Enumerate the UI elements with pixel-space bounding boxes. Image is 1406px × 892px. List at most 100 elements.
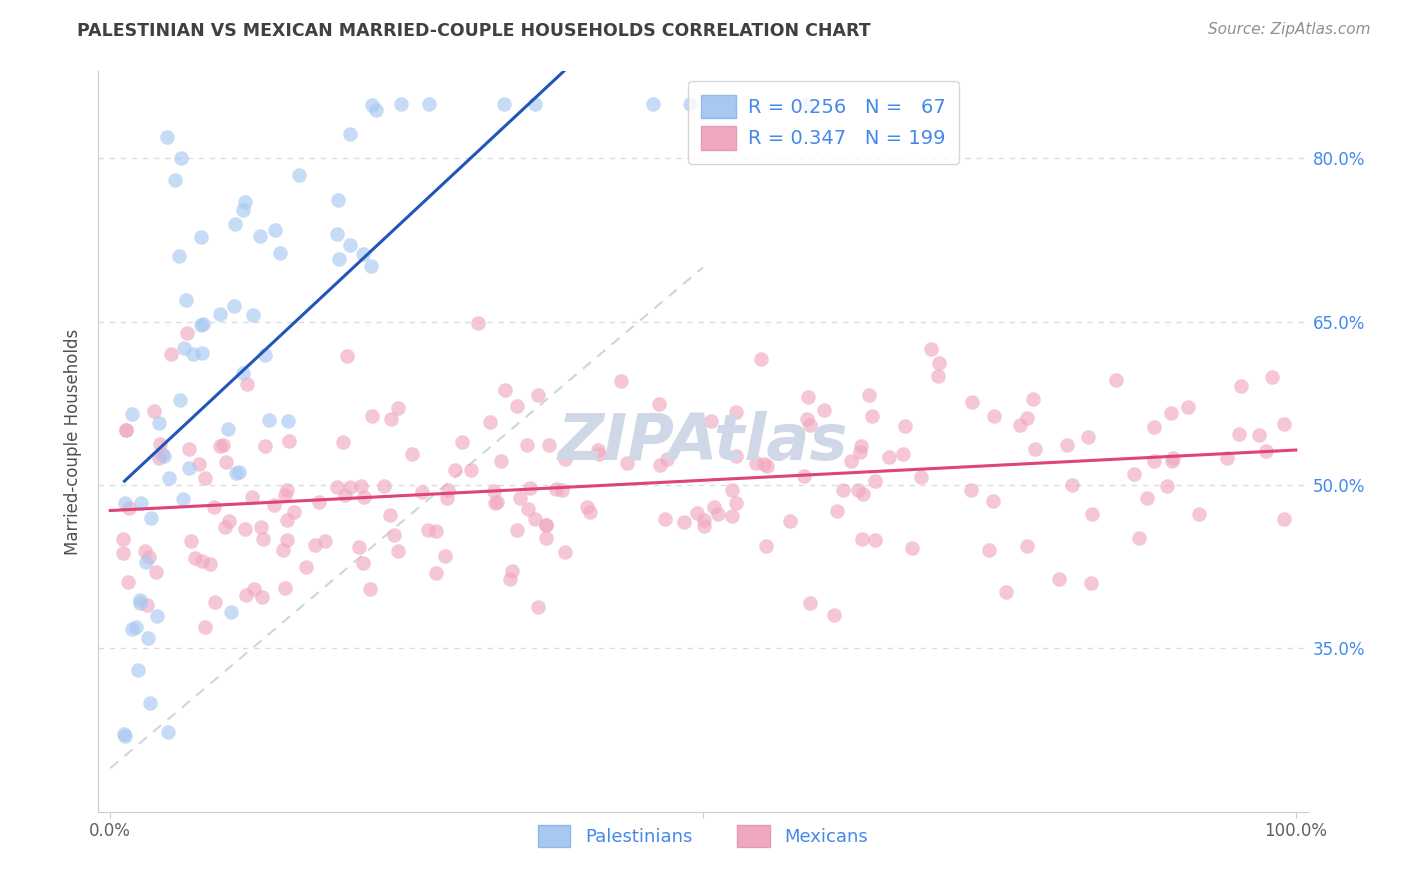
Point <box>1060 477 1083 491</box>
Point <box>283 504 305 518</box>
Point <box>233 194 256 209</box>
Point <box>173 341 195 355</box>
Point <box>145 566 167 580</box>
Point <box>796 412 818 426</box>
Point <box>1136 491 1159 505</box>
Point <box>1143 454 1166 468</box>
Point <box>1056 438 1078 452</box>
Point <box>846 483 869 498</box>
Point <box>437 483 460 498</box>
Point <box>1256 443 1278 458</box>
Point <box>353 490 375 504</box>
Point <box>138 549 160 564</box>
Point <box>647 397 669 411</box>
Point <box>641 97 664 112</box>
Point <box>339 127 361 141</box>
Point <box>314 534 336 549</box>
Point <box>339 480 361 494</box>
Point <box>650 458 672 472</box>
Point <box>1024 442 1046 457</box>
Point <box>877 450 900 465</box>
Point <box>263 498 285 512</box>
Point <box>1227 426 1250 441</box>
Point <box>153 450 176 464</box>
Point <box>401 447 423 461</box>
Point <box>749 352 772 367</box>
Point <box>191 346 214 360</box>
Point <box>588 442 610 457</box>
Point <box>893 446 915 460</box>
Point <box>516 438 538 452</box>
Point <box>506 523 529 537</box>
Point <box>352 247 374 261</box>
Point <box>849 444 872 458</box>
Point <box>588 447 610 461</box>
Point <box>176 326 198 340</box>
Point <box>252 532 274 546</box>
Point <box>901 541 924 556</box>
Point <box>224 217 246 231</box>
Point <box>112 546 135 560</box>
Point <box>672 515 695 529</box>
Point <box>1230 379 1253 393</box>
Point <box>1161 454 1184 468</box>
Point <box>156 129 179 144</box>
Point <box>361 409 384 423</box>
Point <box>183 550 205 565</box>
Point <box>434 549 457 564</box>
Point <box>616 456 638 470</box>
Point <box>494 383 516 397</box>
Point <box>202 500 225 514</box>
Legend: Palestinians, Mexicans: Palestinians, Mexicans <box>530 818 876 855</box>
Point <box>793 468 815 483</box>
Point <box>411 484 433 499</box>
Point <box>191 318 214 332</box>
Point <box>752 458 775 472</box>
Point <box>779 515 801 529</box>
Point <box>347 541 370 555</box>
Point <box>190 318 212 332</box>
Point <box>703 500 725 514</box>
Point <box>451 434 474 449</box>
Point <box>928 356 950 370</box>
Point <box>198 557 221 571</box>
Point <box>269 246 291 260</box>
Point <box>233 522 256 536</box>
Point <box>927 369 949 384</box>
Point <box>693 513 716 527</box>
Point <box>536 518 558 533</box>
Point <box>1017 539 1039 553</box>
Point <box>526 599 548 614</box>
Point <box>139 696 162 710</box>
Point <box>250 520 273 534</box>
Point <box>121 407 143 421</box>
Point <box>707 507 730 521</box>
Point <box>380 412 402 426</box>
Point <box>863 533 886 548</box>
Point <box>517 501 540 516</box>
Point <box>524 512 547 526</box>
Point <box>124 620 146 634</box>
Point <box>1216 450 1239 465</box>
Point <box>725 495 748 509</box>
Point <box>610 374 633 388</box>
Point <box>378 508 401 523</box>
Point <box>326 480 349 494</box>
Point <box>467 316 489 330</box>
Point <box>849 439 872 453</box>
Point <box>215 455 238 469</box>
Point <box>117 574 139 589</box>
Point <box>339 238 361 252</box>
Point <box>170 152 193 166</box>
Point <box>1077 430 1099 444</box>
Point <box>253 439 276 453</box>
Point <box>506 400 529 414</box>
Point <box>825 504 848 518</box>
Point <box>389 97 412 112</box>
Point <box>135 555 157 569</box>
Point <box>277 434 299 448</box>
Point <box>114 423 136 437</box>
Point <box>519 481 541 495</box>
Point <box>910 470 932 484</box>
Point <box>257 413 280 427</box>
